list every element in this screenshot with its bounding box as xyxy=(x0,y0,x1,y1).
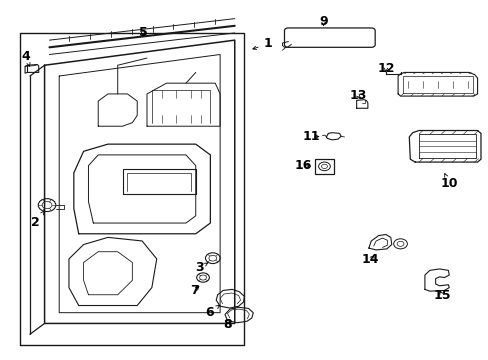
Text: 13: 13 xyxy=(349,89,366,102)
Text: 10: 10 xyxy=(440,174,457,190)
Text: 3: 3 xyxy=(195,261,207,274)
Text: 4: 4 xyxy=(21,50,30,66)
Text: 11: 11 xyxy=(303,130,320,144)
Text: 1: 1 xyxy=(252,37,272,50)
Text: 7: 7 xyxy=(190,284,199,297)
Text: 8: 8 xyxy=(223,318,231,331)
Text: 14: 14 xyxy=(361,253,378,266)
Text: 15: 15 xyxy=(432,289,450,302)
Text: 2: 2 xyxy=(31,211,44,229)
Text: 6: 6 xyxy=(204,305,219,319)
Text: 12: 12 xyxy=(376,62,394,75)
Text: 5: 5 xyxy=(139,26,147,39)
Text: 16: 16 xyxy=(294,159,311,172)
Text: 9: 9 xyxy=(319,15,327,28)
